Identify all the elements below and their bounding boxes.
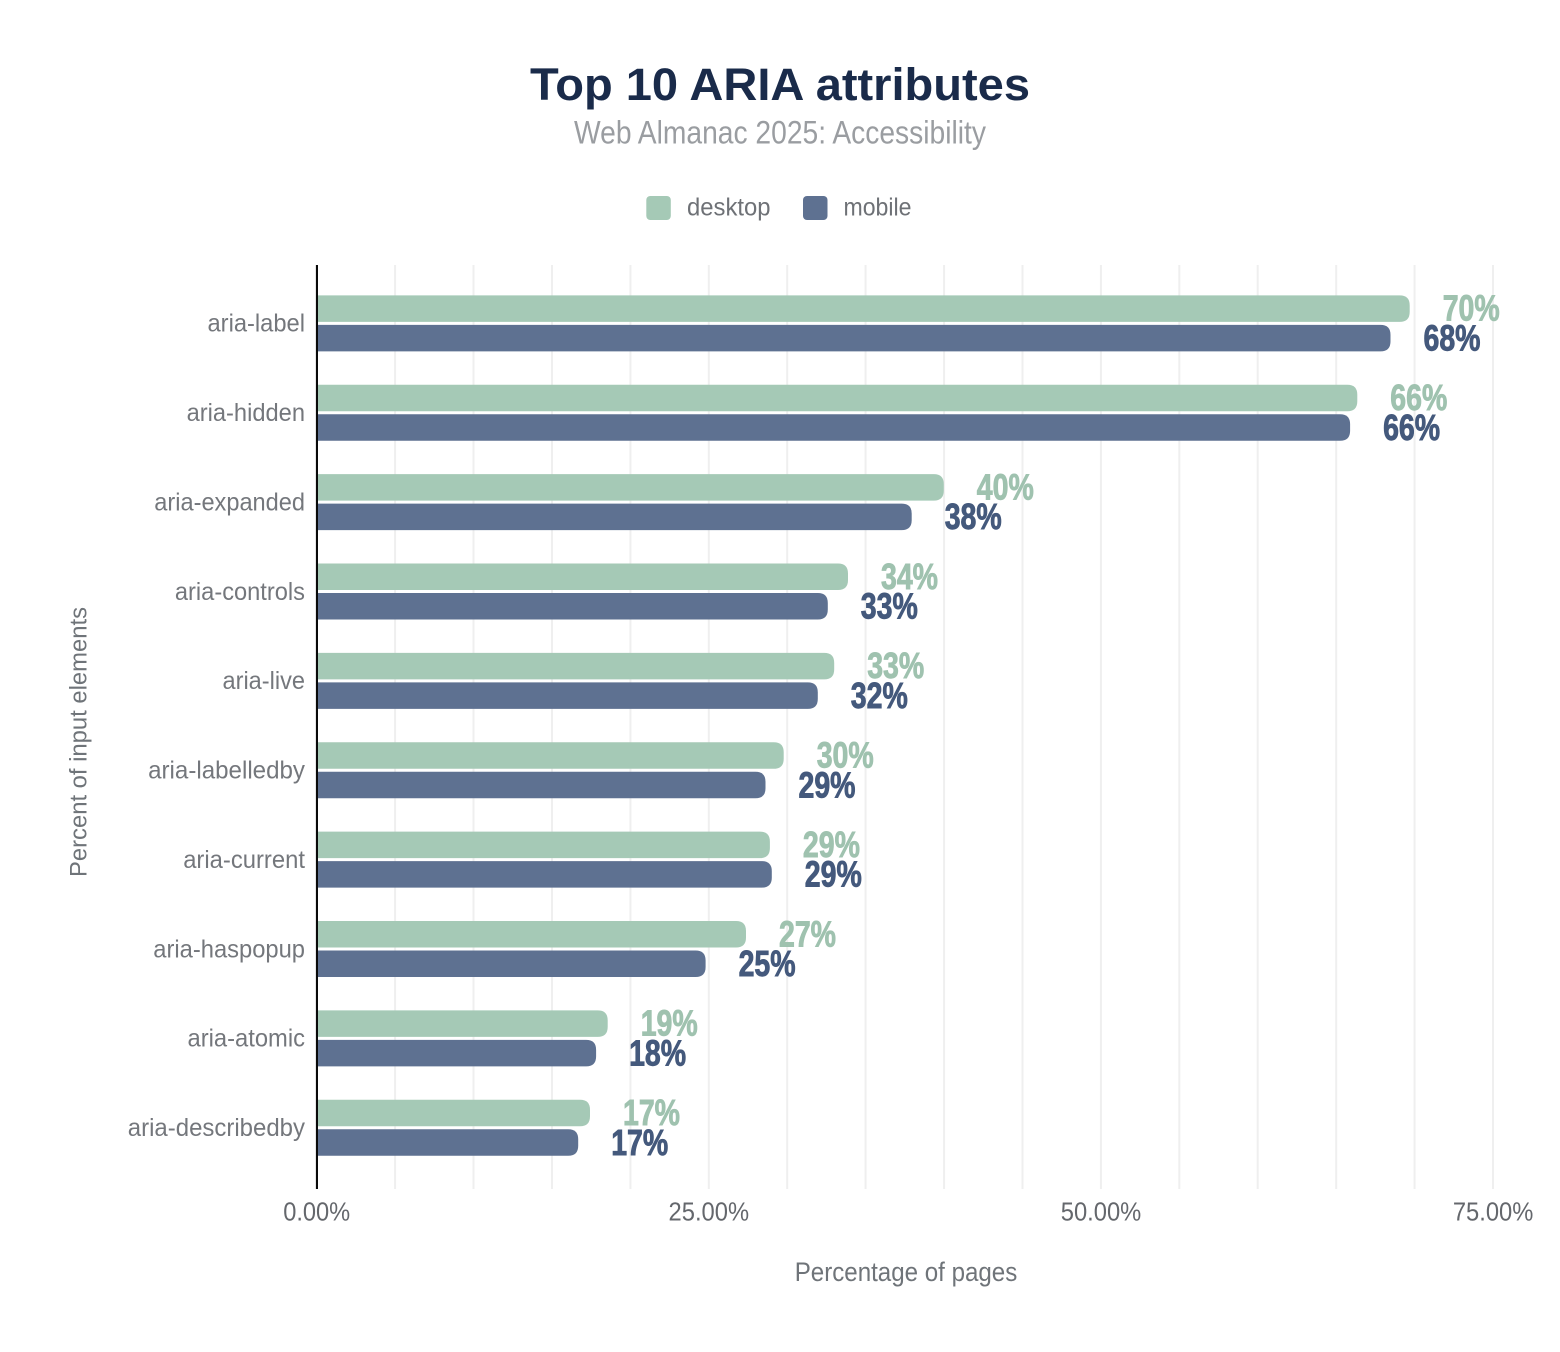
svg-text:19%: 19% [641,1003,698,1044]
svg-text:aria-labelledby: aria-labelledby [148,757,305,785]
svg-text:0.00%: 0.00% [283,1197,350,1227]
svg-text:34%: 34% [881,556,938,597]
svg-text:32%: 32% [851,675,908,716]
svg-text:17%: 17% [611,1122,668,1163]
svg-text:66%: 66% [1383,407,1440,448]
svg-text:30%: 30% [817,735,874,776]
svg-text:33%: 33% [867,645,924,686]
svg-text:aria-controls: aria-controls [175,578,305,606]
svg-text:66%: 66% [1390,377,1447,418]
svg-text:29%: 29% [799,764,856,805]
svg-text:75.00%: 75.00% [1453,1197,1534,1227]
svg-text:38%: 38% [945,496,1002,537]
svg-text:29%: 29% [805,854,862,895]
svg-text:70%: 70% [1443,288,1500,329]
svg-text:68%: 68% [1424,318,1481,359]
svg-text:27%: 27% [779,913,836,954]
svg-text:17%: 17% [623,1092,680,1133]
svg-text:aria-expanded: aria-expanded [154,488,305,516]
svg-text:50.00%: 50.00% [1061,1197,1142,1227]
svg-text:29%: 29% [803,824,860,865]
svg-text:Top 10 ARIA attributes: Top 10 ARIA attributes [530,59,1030,110]
svg-text:Percentage of pages: Percentage of pages [795,1257,1018,1287]
svg-text:desktop: desktop [687,194,771,222]
svg-text:40%: 40% [977,466,1034,507]
svg-text:aria-live: aria-live [223,667,306,695]
svg-text:25.00%: 25.00% [669,1197,750,1227]
svg-text:aria-label: aria-label [208,310,306,338]
svg-text:aria-describedby: aria-describedby [128,1114,306,1142]
svg-text:aria-current: aria-current [183,846,305,874]
svg-text:aria-haspopup: aria-haspopup [153,935,305,963]
svg-text:Web Almanac 2025: Accessibilit: Web Almanac 2025: Accessibility [574,115,986,151]
svg-text:Percent of input elements: Percent of input elements [65,607,92,877]
svg-text:aria-atomic: aria-atomic [188,1025,306,1053]
svg-text:25%: 25% [739,943,796,984]
svg-text:33%: 33% [861,586,918,627]
svg-text:mobile: mobile [844,194,912,222]
svg-text:aria-hidden: aria-hidden [187,399,305,427]
svg-text:18%: 18% [629,1033,686,1074]
